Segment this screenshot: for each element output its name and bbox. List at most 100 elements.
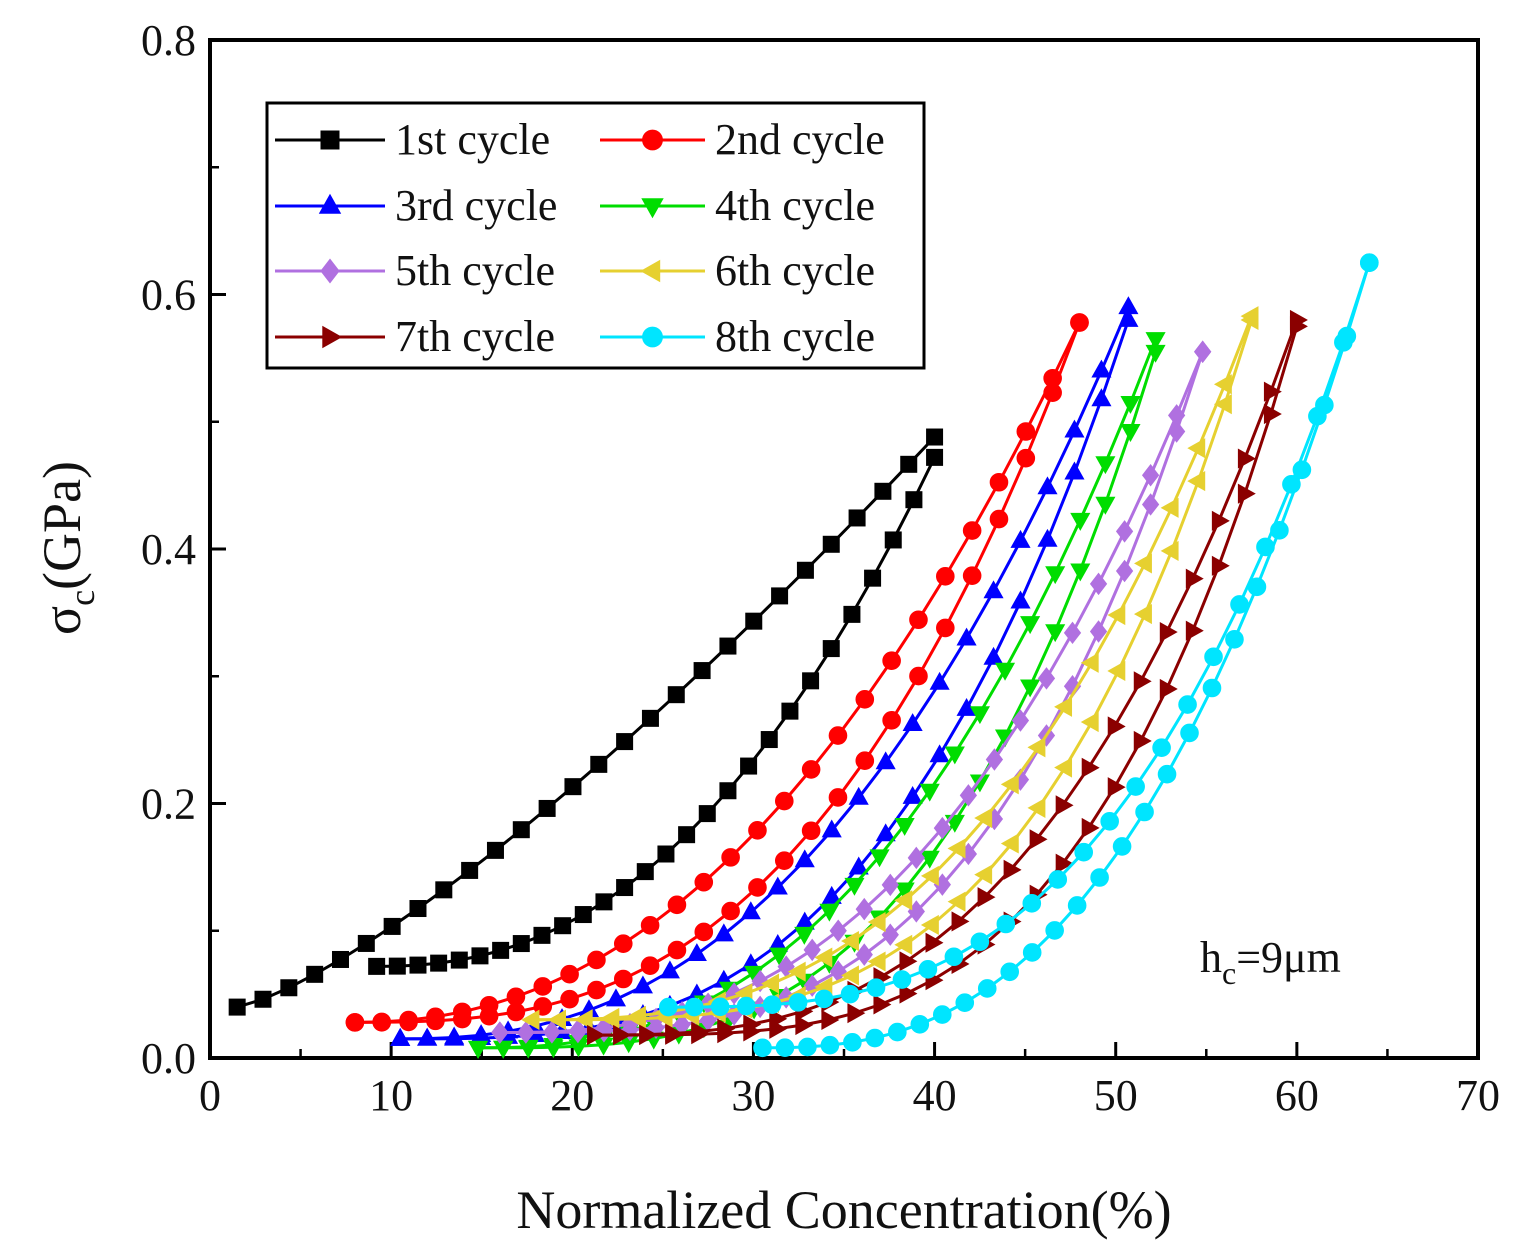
data-point [873, 994, 892, 1015]
legend-item: 1st cycle [275, 115, 550, 164]
data-point [1263, 381, 1282, 402]
data-point [1225, 630, 1244, 649]
data-point [1095, 456, 1116, 475]
data-point [1011, 709, 1030, 732]
legend-item: 5th cycle [275, 246, 555, 295]
data-point [512, 935, 530, 953]
x-tick-label: 60 [1275, 1071, 1319, 1120]
data-point [1107, 604, 1126, 626]
data-point [1178, 695, 1197, 714]
x-tick-label: 0 [199, 1071, 221, 1120]
data-point [1045, 921, 1064, 940]
data-point [280, 979, 298, 997]
data-point [1045, 624, 1066, 643]
data-point [829, 919, 847, 942]
data-point [977, 979, 997, 998]
data-point [1080, 652, 1099, 673]
data-point [1037, 667, 1056, 690]
data-point [409, 900, 427, 918]
series-8th-cycle [658, 253, 1379, 1058]
data-point [894, 882, 915, 901]
data-point [926, 448, 944, 466]
y-tick-label: 0.6 [141, 271, 196, 320]
data-point [1135, 802, 1154, 822]
data-point [1027, 797, 1046, 818]
data-point [947, 891, 966, 912]
data-point [933, 816, 951, 840]
data-point [762, 995, 782, 1014]
data-point [1292, 460, 1312, 480]
data-point [639, 1024, 658, 1046]
data-point [322, 325, 343, 349]
data-point [613, 934, 633, 953]
data-point [803, 938, 821, 962]
data-point [320, 130, 340, 150]
data-point [548, 1009, 566, 1030]
data-point [1070, 313, 1089, 332]
data-point [1141, 493, 1160, 516]
data-point [894, 817, 915, 836]
data-point [753, 1038, 772, 1058]
data-point [1263, 403, 1282, 425]
y-tick-label: 0.0 [141, 1034, 196, 1083]
data-point [951, 911, 970, 932]
legend-label: 3rd cycle [395, 181, 557, 230]
data-point [721, 848, 740, 867]
data-point [564, 778, 582, 796]
data-point [977, 887, 996, 908]
data-point [787, 961, 806, 982]
series-line [354, 321, 1081, 1024]
data-point [1048, 870, 1068, 889]
series-5th-cycle [491, 340, 1212, 1044]
y-axis-title: σc(GPa) [32, 461, 102, 635]
data-point [1194, 340, 1212, 363]
data-point [710, 997, 730, 1017]
data-point [331, 950, 349, 968]
data-point [1133, 730, 1152, 752]
data-point [1022, 894, 1042, 913]
data-point [969, 706, 990, 725]
data-point [1112, 837, 1132, 856]
data-point [1213, 394, 1232, 415]
data-point [740, 901, 761, 920]
series-layer [228, 253, 1379, 1059]
data-point [320, 258, 340, 284]
data-point [769, 1018, 788, 1039]
data-point [1240, 309, 1259, 331]
data-point [636, 863, 654, 881]
data-point [1095, 496, 1116, 515]
data-point [974, 807, 993, 829]
series-line [532, 315, 1253, 1022]
data-point [801, 821, 821, 841]
data-point [881, 873, 899, 897]
data-point [989, 509, 1009, 529]
series-line [478, 351, 1158, 1050]
data-point [1237, 483, 1256, 504]
legend-label: 4th cycle [715, 181, 875, 230]
data-point [983, 646, 1004, 665]
data-point [743, 1021, 762, 1042]
series-line [236, 435, 936, 1009]
data-point [774, 851, 794, 870]
data-point [587, 950, 606, 970]
y-tick-label: 0.4 [141, 525, 196, 574]
data-point [788, 993, 808, 1012]
data-point [1159, 621, 1178, 643]
data-point [1360, 253, 1379, 272]
data-point [795, 1015, 814, 1036]
series-line [668, 262, 1371, 1009]
data-point [748, 821, 767, 840]
data-point [1000, 962, 1020, 982]
data-point [1107, 716, 1126, 737]
data-point [1134, 604, 1152, 625]
legend-item: 3rd cycle [275, 181, 557, 230]
data-point [430, 954, 448, 972]
data-point [1029, 829, 1048, 850]
data-point [962, 521, 982, 540]
data-point [601, 1009, 620, 1030]
data-point [794, 926, 815, 945]
data-point [855, 690, 875, 709]
data-point [781, 702, 799, 720]
data-point [814, 989, 834, 1009]
